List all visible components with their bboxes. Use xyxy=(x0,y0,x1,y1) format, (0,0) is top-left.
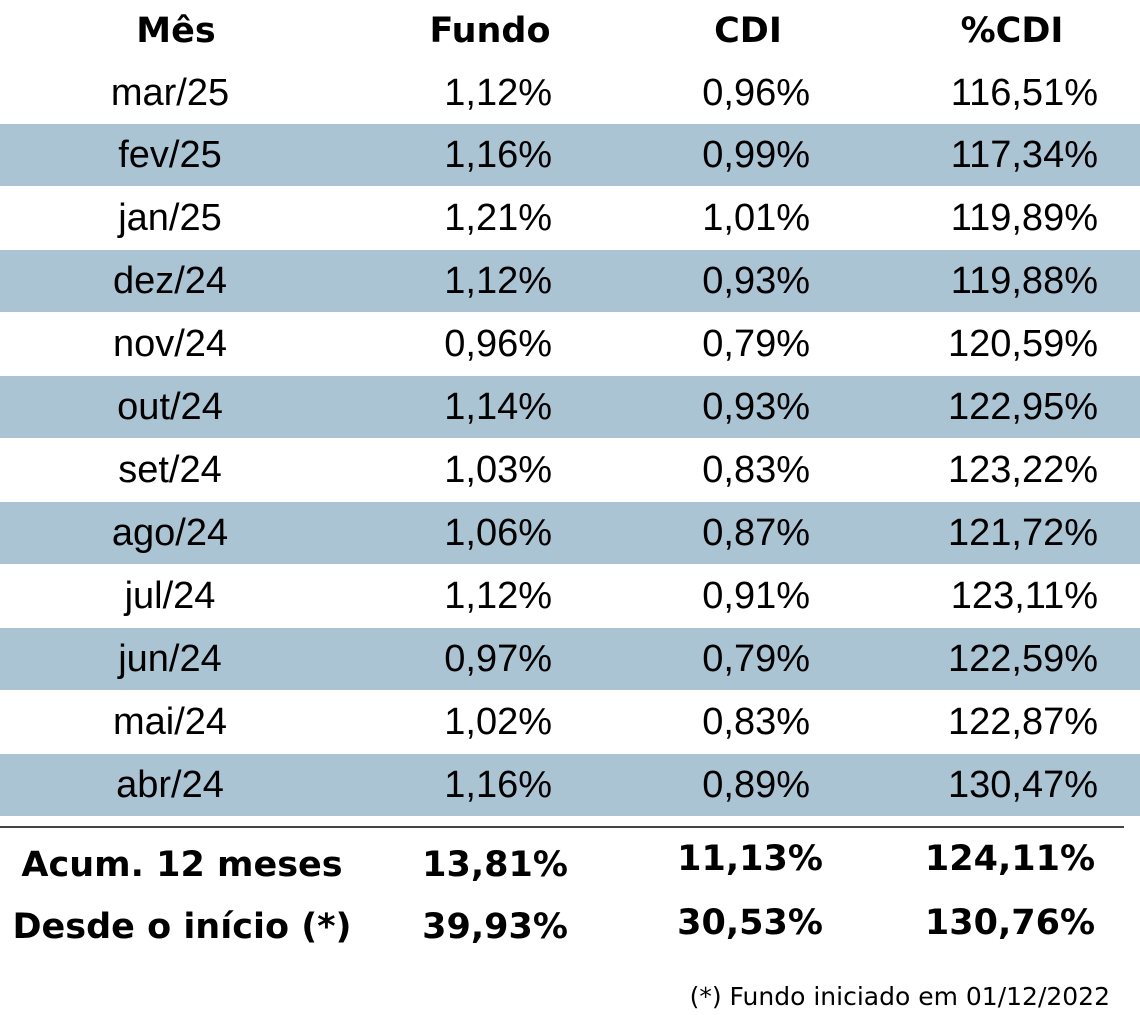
cell-mes: ago/24 xyxy=(111,512,229,554)
table-row: mar/25 1,12% 0,96% 116,51% xyxy=(0,62,1140,124)
cell-pct-cdi: 122,87% xyxy=(947,701,1098,743)
table-row: out/24 1,14% 0,93% 122,95% xyxy=(0,376,1140,438)
summary-pct-cdi: 130,76% xyxy=(924,903,1096,943)
header-mes: Mês xyxy=(136,11,216,51)
table-row: nov/24 0,96% 0,79% 120,59% xyxy=(0,313,1140,375)
cell-pct-cdi: 119,88% xyxy=(950,260,1098,302)
cell-cdi: 0,83% xyxy=(702,701,810,743)
cell-fundo: 1,21% xyxy=(444,197,552,239)
cell-cdi: 0,99% xyxy=(702,134,810,176)
table-row: mai/24 1,02% 0,83% 122,87% xyxy=(0,691,1140,753)
summary-pct-cdi: 124,11% xyxy=(924,839,1096,879)
cell-pct-cdi: 121,72% xyxy=(947,512,1098,554)
cell-cdi: 0,79% xyxy=(702,638,810,680)
cell-fundo: 1,14% xyxy=(444,386,552,428)
cell-fundo: 1,12% xyxy=(444,260,552,302)
summary-fundo: 13,81% xyxy=(422,845,568,885)
cell-fundo: 0,96% xyxy=(444,323,552,365)
cell-mes: mai/24 xyxy=(112,701,228,743)
cell-mes: abr/24 xyxy=(116,764,224,806)
table-row: dez/24 1,12% 0,93% 119,88% xyxy=(0,250,1140,312)
table-row: ago/24 1,06% 0,87% 121,72% xyxy=(0,502,1140,564)
cell-mes: fev/25 xyxy=(118,134,222,176)
cell-cdi: 0,91% xyxy=(702,575,810,617)
cell-mes: set/24 xyxy=(118,449,222,491)
header-pct-cdi: %CDI xyxy=(960,11,1064,51)
cell-pct-cdi: 116,51% xyxy=(950,72,1098,114)
cell-fundo: 1,02% xyxy=(444,701,552,743)
summary-row-12-meses: Acum. 12 meses 13,81% 11,13% 124,11% xyxy=(0,834,1140,896)
cell-fundo: 1,03% xyxy=(444,449,552,491)
cell-fundo: 1,16% xyxy=(444,134,552,176)
table-row: jun/24 0,97% 0,79% 122,59% xyxy=(0,628,1140,690)
cell-fundo: 0,97% xyxy=(444,638,552,680)
cell-cdi: 0,83% xyxy=(702,449,810,491)
summary-fundo: 39,93% xyxy=(422,907,568,947)
cell-cdi: 0,79% xyxy=(702,323,810,365)
cell-fundo: 1,12% xyxy=(444,575,552,617)
cell-mes: nov/24 xyxy=(112,323,228,365)
cell-pct-cdi: 123,11% xyxy=(950,575,1098,617)
cell-mes: mar/25 xyxy=(110,72,230,114)
cell-mes: jan/25 xyxy=(118,197,222,239)
cell-pct-cdi: 122,95% xyxy=(947,386,1098,428)
cell-mes: jun/24 xyxy=(118,638,222,680)
cell-cdi: 0,87% xyxy=(702,512,810,554)
cell-pct-cdi: 123,22% xyxy=(947,449,1098,491)
summary-cdi: 30,53% xyxy=(677,903,823,943)
cell-cdi: 0,93% xyxy=(702,386,810,428)
cell-cdi: 0,96% xyxy=(702,72,810,114)
summary-label: Acum. 12 meses xyxy=(21,845,343,885)
cell-cdi: 1,01% xyxy=(702,197,810,239)
header-fundo: Fundo xyxy=(429,11,551,51)
cell-mes: dez/24 xyxy=(112,260,228,302)
cell-fundo: 1,12% xyxy=(444,72,552,114)
cell-mes: out/24 xyxy=(117,386,223,428)
header-cdi: CDI xyxy=(714,11,782,51)
table-header: Mês Fundo CDI %CDI xyxy=(0,0,1140,62)
cell-fundo: 1,06% xyxy=(444,512,552,554)
cell-pct-cdi: 120,59% xyxy=(947,323,1098,365)
summary-divider xyxy=(0,826,1124,828)
cell-pct-cdi: 130,47% xyxy=(947,764,1098,806)
cell-cdi: 0,89% xyxy=(702,764,810,806)
summary-cdi: 11,13% xyxy=(677,839,823,879)
table-row: set/24 1,03% 0,83% 123,22% xyxy=(0,439,1140,501)
cell-pct-cdi: 122,59% xyxy=(947,638,1098,680)
table-row: jul/24 1,12% 0,91% 123,11% xyxy=(0,565,1140,627)
table-row: jan/25 1,21% 1,01% 119,89% xyxy=(0,187,1140,249)
cell-pct-cdi: 119,89% xyxy=(950,197,1098,239)
table-row: abr/24 1,16% 0,89% 130,47% xyxy=(0,754,1140,816)
cell-pct-cdi: 117,34% xyxy=(950,134,1098,176)
cell-mes: jul/24 xyxy=(124,575,216,617)
cell-fundo: 1,16% xyxy=(444,764,552,806)
cell-cdi: 0,93% xyxy=(702,260,810,302)
summary-row-desde-inicio: Desde o início (*) 39,93% 30,53% 130,76% xyxy=(0,896,1140,958)
summary-label: Desde o início (*) xyxy=(12,907,352,947)
footnote: (*) Fundo iniciado em 01/12/2022 xyxy=(689,982,1110,1011)
table-row: fev/25 1,16% 0,99% 117,34% xyxy=(0,124,1140,186)
